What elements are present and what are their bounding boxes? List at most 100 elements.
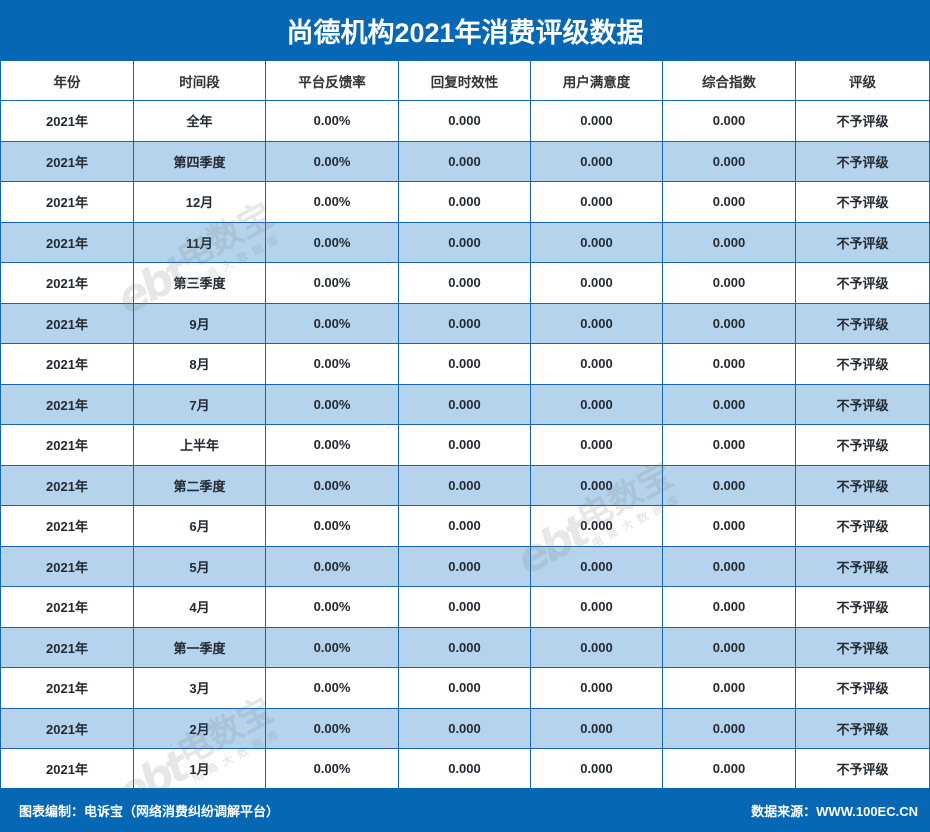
cell-user-satisfaction: 0.000 [530, 262, 663, 304]
cell-user-satisfaction: 0.000 [530, 505, 663, 547]
cell-year: 2021年 [0, 100, 134, 142]
cell-feedback-rate: 0.00% [265, 464, 399, 506]
cell-response-timeliness: 0.000 [398, 140, 531, 182]
cell-rating: 不予评级 [795, 343, 930, 385]
cell-response-timeliness: 0.000 [398, 464, 531, 506]
cell-year: 2021年 [0, 545, 134, 587]
cell-response-timeliness: 0.000 [398, 748, 531, 790]
cell-rating: 不予评级 [795, 140, 930, 182]
cell-composite-index: 0.000 [662, 505, 796, 547]
cell-year: 2021年 [0, 748, 134, 790]
cell-year: 2021年 [0, 383, 134, 425]
cell-period: 第三季度 [133, 262, 266, 304]
table-row: 2021年 11月 0.00% 0.000 0.000 0.000 不予评级 [0, 221, 930, 263]
cell-feedback-rate: 0.00% [265, 707, 399, 749]
cell-year: 2021年 [0, 343, 134, 385]
table-row: 2021年 第一季度 0.00% 0.000 0.000 0.000 不予评级 [0, 626, 930, 668]
cell-period: 11月 [133, 221, 266, 263]
table-row: 2021年 上半年 0.00% 0.000 0.000 0.000 不予评级 [0, 424, 930, 466]
cell-year: 2021年 [0, 626, 134, 668]
cell-user-satisfaction: 0.000 [530, 343, 663, 385]
table-row: 2021年 8月 0.00% 0.000 0.000 0.000 不予评级 [0, 343, 930, 385]
cell-period: 7月 [133, 383, 266, 425]
footer-credit: 图表编制：电诉宝（网络消费纠纷调解平台） [19, 803, 280, 819]
table-row: 2021年 1月 0.00% 0.000 0.000 0.000 不予评级 [0, 748, 930, 790]
cell-feedback-rate: 0.00% [265, 424, 399, 466]
cell-period: 9月 [133, 302, 266, 344]
header-feedback-rate: 平台反馈率 [265, 60, 399, 101]
cell-composite-index: 0.000 [662, 221, 796, 263]
cell-response-timeliness: 0.000 [398, 667, 531, 709]
cell-rating: 不予评级 [795, 221, 930, 263]
cell-rating: 不予评级 [795, 302, 930, 344]
cell-user-satisfaction: 0.000 [530, 748, 663, 790]
table-row: 2021年 第四季度 0.00% 0.000 0.000 0.000 不予评级 [0, 140, 930, 182]
footer-source: 数据来源：WWW.100EC.CN [751, 803, 918, 819]
table-row: 2021年 全年 0.00% 0.000 0.000 0.000 不予评级 [0, 100, 930, 142]
table-row: 2021年 3月 0.00% 0.000 0.000 0.000 不予评级 [0, 667, 930, 709]
cell-response-timeliness: 0.000 [398, 343, 531, 385]
cell-response-timeliness: 0.000 [398, 221, 531, 263]
cell-feedback-rate: 0.00% [265, 100, 399, 142]
cell-year: 2021年 [0, 262, 134, 304]
header-year: 年份 [0, 60, 134, 101]
cell-composite-index: 0.000 [662, 343, 796, 385]
cell-response-timeliness: 0.000 [398, 100, 531, 142]
cell-composite-index: 0.000 [662, 100, 796, 142]
rating-table: 年份 时间段 平台反馈率 回复时效性 用户满意度 综合指数 评级 2021年 全年… [0, 60, 930, 790]
cell-period: 1月 [133, 748, 266, 790]
table-row: 2021年 第二季度 0.00% 0.000 0.000 0.000 不予评级 [0, 464, 930, 506]
cell-composite-index: 0.000 [662, 707, 796, 749]
table-row: 2021年 6月 0.00% 0.000 0.000 0.000 不予评级 [0, 505, 930, 547]
table-row: 2021年 5月 0.00% 0.000 0.000 0.000 不予评级 [0, 545, 930, 587]
cell-response-timeliness: 0.000 [398, 545, 531, 587]
cell-composite-index: 0.000 [662, 545, 796, 587]
cell-feedback-rate: 0.00% [265, 140, 399, 182]
cell-composite-index: 0.000 [662, 586, 796, 628]
cell-year: 2021年 [0, 464, 134, 506]
cell-period: 5月 [133, 545, 266, 587]
header-response-timeliness: 回复时效性 [398, 60, 531, 101]
cell-feedback-rate: 0.00% [265, 505, 399, 547]
cell-rating: 不予评级 [795, 545, 930, 587]
cell-user-satisfaction: 0.000 [530, 707, 663, 749]
cell-feedback-rate: 0.00% [265, 748, 399, 790]
cell-feedback-rate: 0.00% [265, 545, 399, 587]
cell-composite-index: 0.000 [662, 626, 796, 668]
cell-period: 12月 [133, 181, 266, 223]
cell-year: 2021年 [0, 302, 134, 344]
cell-period: 6月 [133, 505, 266, 547]
header-rating: 评级 [795, 60, 930, 101]
cell-rating: 不予评级 [795, 626, 930, 668]
cell-rating: 不予评级 [795, 464, 930, 506]
table-body: 2021年 全年 0.00% 0.000 0.000 0.000 不予评级 2021年 第四季度… [0, 100, 930, 790]
cell-period: 8月 [133, 343, 266, 385]
cell-feedback-rate: 0.00% [265, 383, 399, 425]
footer: 图表编制：电诉宝（网络消费纠纷调解平台） 数据来源：WWW.100EC.CN [0, 788, 930, 832]
cell-rating: 不予评级 [795, 181, 930, 223]
cell-period: 第四季度 [133, 140, 266, 182]
cell-rating: 不予评级 [795, 707, 930, 749]
cell-year: 2021年 [0, 586, 134, 628]
cell-period: 上半年 [133, 424, 266, 466]
cell-user-satisfaction: 0.000 [530, 383, 663, 425]
cell-composite-index: 0.000 [662, 140, 796, 182]
page-title: 尚德机构2021年消费评级数据 [0, 0, 930, 60]
cell-response-timeliness: 0.000 [398, 707, 531, 749]
header-period: 时间段 [133, 60, 266, 101]
cell-response-timeliness: 0.000 [398, 302, 531, 344]
cell-user-satisfaction: 0.000 [530, 545, 663, 587]
cell-feedback-rate: 0.00% [265, 302, 399, 344]
cell-user-satisfaction: 0.000 [530, 100, 663, 142]
cell-response-timeliness: 0.000 [398, 181, 531, 223]
cell-rating: 不予评级 [795, 262, 930, 304]
cell-feedback-rate: 0.00% [265, 221, 399, 263]
cell-user-satisfaction: 0.000 [530, 586, 663, 628]
cell-rating: 不予评级 [795, 100, 930, 142]
cell-year: 2021年 [0, 707, 134, 749]
cell-user-satisfaction: 0.000 [530, 181, 663, 223]
cell-composite-index: 0.000 [662, 464, 796, 506]
cell-year: 2021年 [0, 667, 134, 709]
header-user-satisfaction: 用户满意度 [530, 60, 663, 101]
cell-feedback-rate: 0.00% [265, 626, 399, 668]
